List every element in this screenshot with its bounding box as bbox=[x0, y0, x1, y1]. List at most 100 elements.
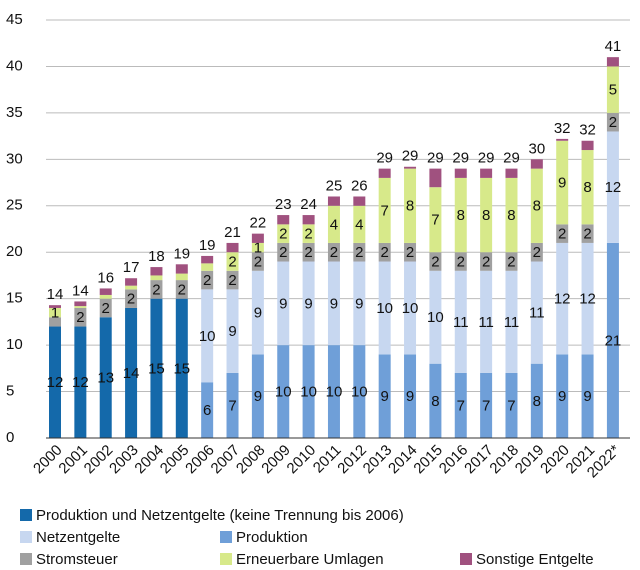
bar-segment bbox=[606, 112, 619, 132]
bar-segment bbox=[606, 57, 619, 67]
bar-segment bbox=[327, 196, 340, 206]
segment-label: 9 bbox=[558, 175, 566, 192]
segment-label: 2 bbox=[228, 272, 236, 289]
bar-segment bbox=[226, 242, 239, 253]
legend-label: Netzentgelte bbox=[36, 529, 120, 546]
total-label: 21 bbox=[224, 224, 241, 241]
segment-label: 2 bbox=[355, 244, 363, 261]
bar-segment bbox=[404, 354, 417, 438]
y-tick-label: 35 bbox=[6, 104, 23, 121]
segment-label: 8 bbox=[431, 393, 439, 410]
segment-label: 2 bbox=[254, 253, 262, 270]
bar-segment bbox=[581, 354, 594, 438]
bar-segment bbox=[150, 275, 163, 281]
segment-label: 12 bbox=[554, 291, 571, 308]
total-label: 14 bbox=[72, 282, 89, 299]
bar-segment bbox=[327, 242, 340, 262]
bar-segment bbox=[353, 345, 366, 438]
bar-segment bbox=[480, 372, 493, 438]
segment-label: 15 bbox=[148, 360, 165, 377]
segment-label: 2 bbox=[203, 272, 211, 289]
total-label: 22 bbox=[250, 215, 267, 232]
bar-segment bbox=[175, 273, 188, 281]
segment-label: 9 bbox=[254, 388, 262, 405]
bar-segment bbox=[302, 224, 315, 243]
segment-label: 2 bbox=[482, 253, 490, 270]
segment-label: 8 bbox=[482, 207, 490, 224]
segment-label: 8 bbox=[533, 198, 541, 215]
bar-segment bbox=[454, 177, 467, 253]
segment-label: 11 bbox=[529, 305, 545, 322]
bar-segment bbox=[251, 242, 264, 253]
y-tick-label: 5 bbox=[6, 383, 14, 400]
total-label: 16 bbox=[97, 269, 114, 286]
total-label: 29 bbox=[503, 150, 520, 167]
bar-segment bbox=[530, 242, 543, 262]
bar-segment bbox=[201, 263, 214, 271]
bar-segment bbox=[606, 242, 619, 438]
segment-label: 11 bbox=[504, 314, 520, 331]
bar-segment bbox=[556, 354, 569, 438]
segment-label: 2 bbox=[152, 281, 160, 298]
bar-segment bbox=[277, 215, 290, 225]
segment-label: 10 bbox=[351, 384, 368, 401]
segment-label: 10 bbox=[427, 309, 444, 326]
bar-segment bbox=[404, 168, 417, 243]
total-label: 29 bbox=[402, 148, 419, 165]
bar-segment bbox=[99, 298, 112, 318]
bar-segment bbox=[429, 252, 442, 271]
bar-segment bbox=[530, 159, 543, 169]
bar-segment bbox=[454, 372, 467, 438]
segment-label: 9 bbox=[330, 295, 338, 312]
bar-segment bbox=[505, 372, 518, 438]
bar-segment bbox=[480, 270, 493, 373]
total-label: 17 bbox=[123, 259, 140, 276]
y-tick-label: 20 bbox=[6, 243, 23, 260]
segment-label: 9 bbox=[304, 295, 312, 312]
total-label: 29 bbox=[452, 150, 469, 167]
bar-segment bbox=[201, 255, 214, 264]
bar-segment bbox=[226, 270, 239, 290]
bar-segment bbox=[429, 363, 442, 438]
bar-segment bbox=[302, 242, 315, 262]
bar-segment bbox=[581, 242, 594, 355]
bar-segment bbox=[302, 345, 315, 438]
segment-label: 10 bbox=[402, 300, 419, 317]
bar-segment bbox=[327, 205, 340, 243]
segment-label: 2 bbox=[583, 226, 591, 243]
bar-segment bbox=[175, 280, 188, 299]
segment-label: 2 bbox=[127, 291, 135, 308]
legend-swatch bbox=[460, 553, 472, 565]
segment-label: 9 bbox=[558, 388, 566, 405]
bar-segment bbox=[74, 307, 87, 327]
y-tick-label: 25 bbox=[6, 197, 23, 214]
y-tick-label: 10 bbox=[6, 336, 23, 353]
bar-segment bbox=[74, 306, 87, 308]
bar-segment bbox=[277, 224, 290, 243]
segment-label: 9 bbox=[406, 388, 414, 405]
segment-label: 2 bbox=[304, 244, 312, 261]
segment-label: 12 bbox=[605, 179, 622, 196]
bar-segment bbox=[505, 168, 518, 178]
bar-segment bbox=[556, 138, 569, 141]
bar-segment bbox=[150, 298, 163, 438]
y-tick-label: 30 bbox=[6, 150, 23, 167]
bar-segment bbox=[378, 168, 391, 178]
segment-label: 2 bbox=[279, 244, 287, 261]
segment-label: 2 bbox=[76, 309, 84, 326]
bar-segment bbox=[277, 261, 290, 346]
bar-segment bbox=[226, 252, 239, 271]
bar-segment bbox=[505, 270, 518, 373]
segment-label: 12 bbox=[47, 374, 64, 391]
segment-label: 2 bbox=[330, 244, 338, 261]
segment-label: 2 bbox=[406, 244, 414, 261]
segment-label: 21 bbox=[605, 332, 622, 349]
bar-segment bbox=[49, 305, 61, 308]
segment-label: 13 bbox=[97, 370, 114, 387]
legend-label: Produktion und Netzentgelte (keine Trenn… bbox=[36, 507, 404, 524]
bar-segment bbox=[251, 270, 264, 355]
segment-label: 2 bbox=[228, 253, 236, 270]
total-label: 29 bbox=[427, 150, 444, 167]
bar-segment bbox=[480, 252, 493, 271]
bar-segment bbox=[378, 242, 391, 262]
